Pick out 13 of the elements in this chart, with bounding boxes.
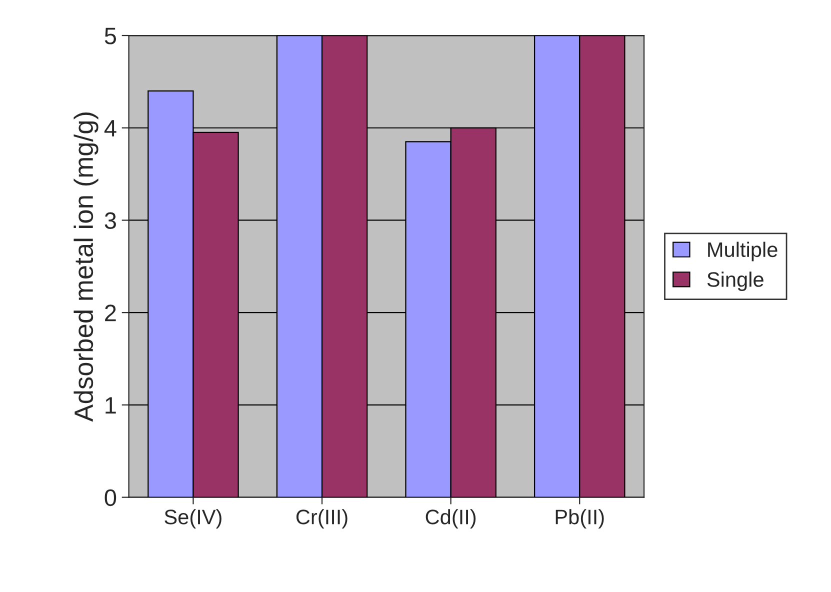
y-tick-label: 1 [106, 397, 116, 414]
y-tick-label: 2 [105, 304, 116, 322]
y-tick-label: 5 [104, 28, 116, 44]
legend-label: Single [707, 272, 764, 292]
y-tick-label: 0 [104, 489, 116, 506]
x-tick-label: Se(IV) [164, 509, 222, 528]
x-tick-label: Pb(II) [556, 509, 604, 528]
y-tick-label: 4 [104, 120, 116, 136]
legend-label: Multiple [708, 242, 778, 262]
x-tick-label: Cr(III) [296, 509, 348, 528]
y-tick-label: 3 [104, 212, 116, 230]
y-axis-title: Adsorbed metal ion (mg/g) [74, 112, 98, 422]
x-tick-label: Cd(II) [426, 509, 476, 528]
